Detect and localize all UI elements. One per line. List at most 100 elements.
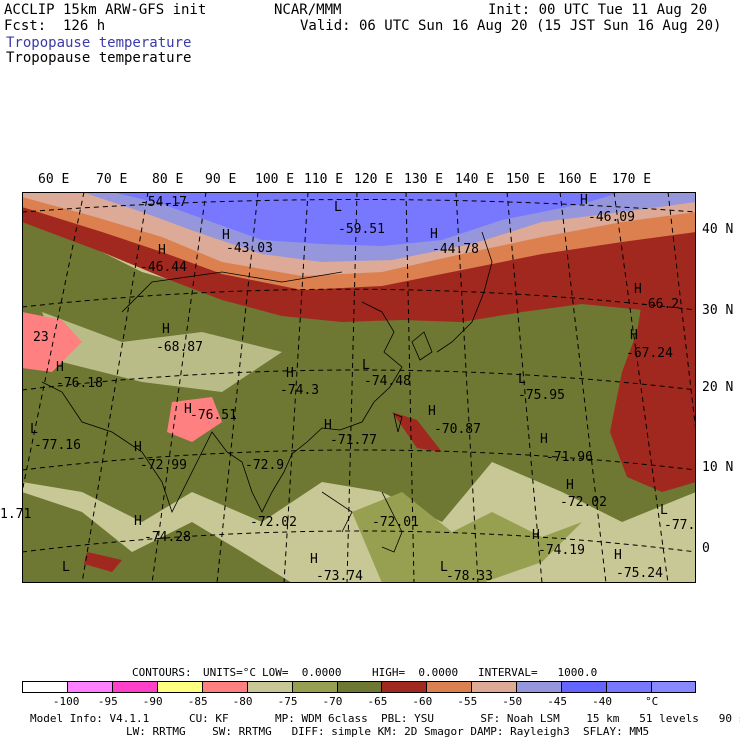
lat-label: 30 N xyxy=(702,303,734,318)
colorbar-swatch xyxy=(471,681,517,693)
colorbar-tick-label: -95 xyxy=(97,695,118,708)
colorbar-swatch xyxy=(561,681,607,693)
map-label: H xyxy=(428,404,436,419)
colorbar-tick-label: -45 xyxy=(547,695,568,708)
lon-label: 160 E xyxy=(558,172,598,187)
lon-label: 140 E xyxy=(455,172,495,187)
lat-label: 20 N xyxy=(702,380,734,395)
map-label: -77. xyxy=(664,518,696,533)
field-title-shaded: Tropopause temperature xyxy=(6,35,192,51)
map-label: H xyxy=(158,243,166,258)
colorbar-swatch xyxy=(111,681,158,693)
colorbar-tick-label: -65 xyxy=(367,695,388,708)
colorbar-tick-label: -75 xyxy=(277,695,298,708)
map-label: -71.77 xyxy=(330,433,377,448)
map-label: H xyxy=(540,432,548,447)
model-title: ACCLIP 15km ARW-GFS init xyxy=(4,2,207,18)
lon-label: 130 E xyxy=(404,172,444,187)
units-label: UNITS=°C xyxy=(203,666,256,679)
colorbar-tick-label: -90 xyxy=(142,695,163,708)
red-patch-sea xyxy=(392,412,442,452)
map-label: -72.01 xyxy=(372,515,419,530)
map-label: L xyxy=(62,560,70,575)
map-label: H xyxy=(162,322,170,337)
low-label: LOW= 0.0000 xyxy=(262,666,342,679)
map-label: -71.96 xyxy=(546,450,593,465)
colorbar-swatch xyxy=(336,681,382,693)
colorbar-tick-label: -100 xyxy=(52,695,80,708)
colorbar-tick-label: -80 xyxy=(232,695,253,708)
colorbar-tick-label: -60 xyxy=(412,695,433,708)
map-label: -74.48 xyxy=(364,374,411,389)
map-label: L xyxy=(334,200,342,215)
lat-label: 10 N xyxy=(702,460,734,475)
map-label: -75.24 xyxy=(616,566,663,581)
map-label: H xyxy=(532,528,540,543)
colorbar-swatch xyxy=(156,681,203,693)
contours-label: CONTOURS: xyxy=(132,666,192,679)
map-label: 1.71 xyxy=(0,507,32,522)
lon-label: 120 E xyxy=(354,172,394,187)
map-label: -73.74 xyxy=(316,569,363,584)
colorbar-tick-label: -70 xyxy=(322,695,343,708)
map-label: -43.03 xyxy=(226,241,273,256)
model-info-line2: LW: RRTMG SW: RRTMG DIFF: simple KM: 2D … xyxy=(126,725,650,738)
salmon-patch-west xyxy=(22,312,82,372)
salmon-patch-central xyxy=(167,397,222,442)
map-label: H xyxy=(430,227,438,242)
map-label: -72.02 xyxy=(250,515,297,530)
graticule xyxy=(22,192,696,583)
map-border xyxy=(22,192,696,583)
lon-label: 80 E xyxy=(152,172,184,187)
map-label: H xyxy=(184,402,192,417)
map-label: -59.51 xyxy=(338,222,385,237)
red-patch-east xyxy=(610,287,696,492)
map-label: L xyxy=(30,422,38,437)
lat-label: 40 N xyxy=(702,222,734,237)
map-label: H xyxy=(634,282,642,297)
map-label: -67.24 xyxy=(626,346,673,361)
red-patch-south xyxy=(84,552,122,572)
map-label: -68.87 xyxy=(156,340,203,355)
map-label: -75.95 xyxy=(518,388,565,403)
map-label: -46.09 xyxy=(588,210,635,225)
map-label: H xyxy=(134,514,142,529)
colorbar-swatch xyxy=(516,681,562,693)
colorbar-swatch xyxy=(381,681,427,693)
colorbar-swatch xyxy=(22,681,68,693)
map-label: -54.17 xyxy=(140,195,187,210)
map-label: L xyxy=(660,503,668,518)
lat-label: 0 xyxy=(702,541,710,556)
map-label: -78.33 xyxy=(446,569,493,584)
map-label: -74.28 xyxy=(144,530,191,545)
map-label: -46.44 xyxy=(140,260,187,275)
map-label: 23 xyxy=(33,330,49,345)
colorbar-swatch xyxy=(246,681,293,693)
colorbar-tick-label: °C xyxy=(645,695,659,708)
colorbar-swatch xyxy=(606,681,652,693)
high-label: HIGH= 0.0000 xyxy=(372,666,459,679)
tropopause-temperature-map xyxy=(22,192,696,583)
interval-label: INTERVAL= 1000.0 xyxy=(478,666,598,679)
map-label: H xyxy=(134,440,142,455)
lon-label: 150 E xyxy=(506,172,546,187)
lon-label: 100 E xyxy=(255,172,295,187)
colorbar-swatch xyxy=(426,681,472,693)
map-label: -72.9 xyxy=(245,458,285,473)
map-label: H xyxy=(286,366,294,381)
red-band xyxy=(22,197,696,322)
map-label: -70.87 xyxy=(434,422,481,437)
colorbar-tick-label: -85 xyxy=(187,695,208,708)
map-label: H xyxy=(222,228,230,243)
valid-time: Valid: 06 UTC Sun 16 Aug 20 (15 JST Sun … xyxy=(300,18,722,34)
map-label: -72.02 xyxy=(560,495,607,510)
colorbar-swatch xyxy=(291,681,338,693)
map-label: H xyxy=(310,552,318,567)
map-label: -76.51 xyxy=(190,408,237,423)
lon-label: 170 E xyxy=(612,172,652,187)
coastlines xyxy=(41,231,493,553)
colorbar-tick-label: -50 xyxy=(502,695,523,708)
lon-label: 70 E xyxy=(96,172,128,187)
init-time: Init: 00 UTC Tue 11 Aug 20 xyxy=(488,2,708,18)
olive-zone xyxy=(22,212,696,522)
